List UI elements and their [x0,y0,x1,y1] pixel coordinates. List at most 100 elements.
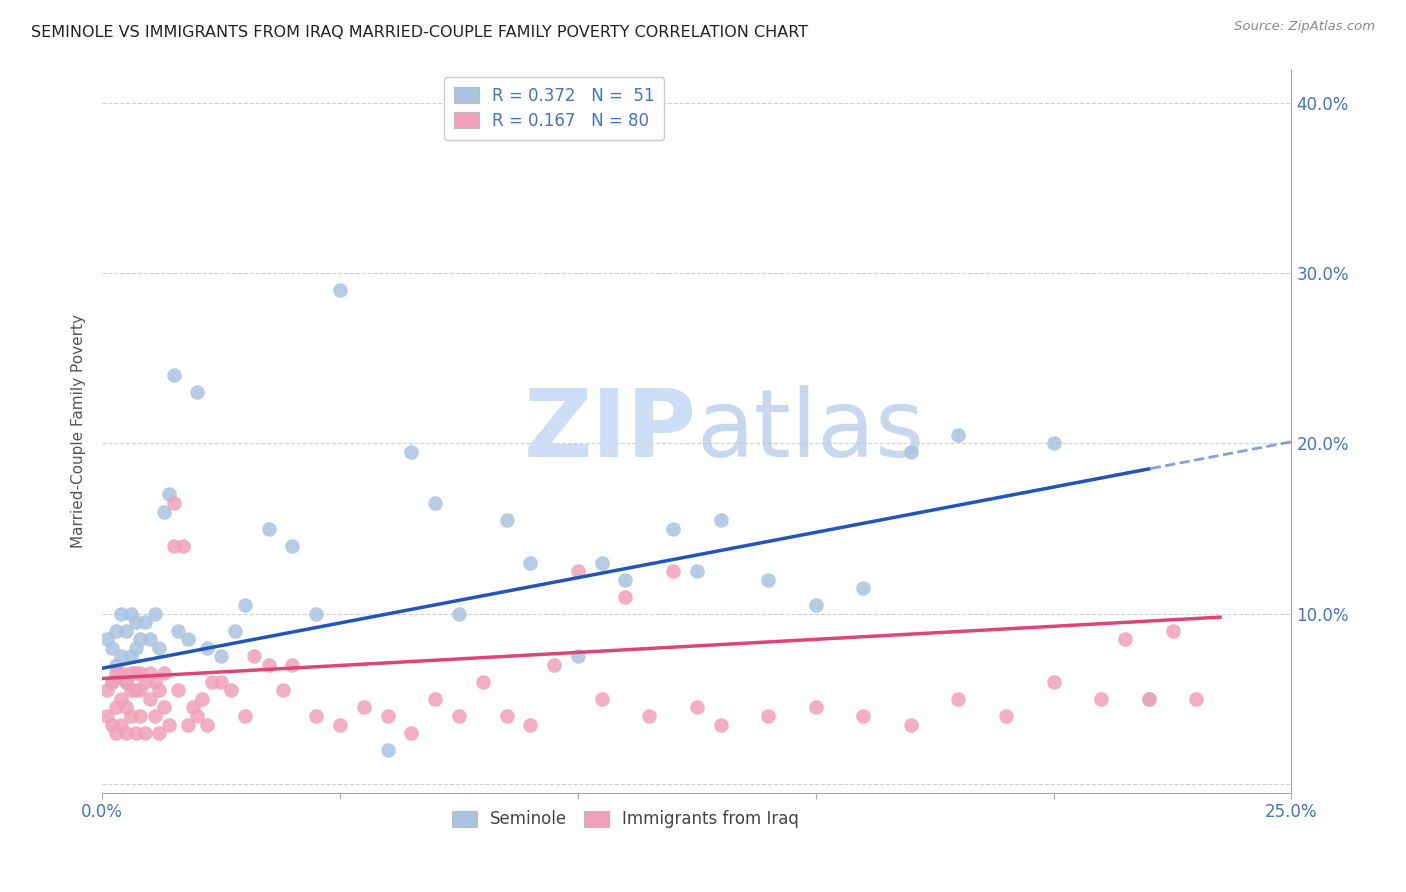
Legend: Seminole, Immigrants from Iraq: Seminole, Immigrants from Iraq [446,804,806,835]
Point [686,700,709,714]
Point [110,649,132,664]
Point [143,674,166,689]
Point [224,624,246,638]
Point [948,427,970,442]
Point [129,632,152,647]
Point [591,692,613,706]
Point [120,666,142,681]
Point [271,683,294,698]
Point [124,666,146,681]
Point [139,632,162,647]
Point [148,726,170,740]
Point [124,615,146,630]
Point [710,717,733,731]
Point [129,709,152,723]
Point [162,539,184,553]
Point [115,700,138,714]
Point [638,709,661,723]
Point [105,700,128,714]
Point [186,385,208,400]
Point [120,649,142,664]
Point [172,539,194,553]
Point [139,692,162,706]
Point [105,726,128,740]
Point [100,717,122,731]
Point [167,683,190,698]
Point [710,513,733,527]
Point [1090,692,1112,706]
Point [471,674,494,689]
Point [115,674,138,689]
Point [686,564,709,578]
Point [243,649,266,664]
Point [756,709,779,723]
Point [105,657,128,672]
Point [567,649,589,664]
Point [852,581,875,595]
Point [257,657,280,672]
Point [134,674,156,689]
Point [233,599,256,613]
Point [900,445,922,459]
Point [662,564,685,578]
Point [1114,632,1136,647]
Point [377,743,399,757]
Point [134,615,156,630]
Point [756,573,779,587]
Y-axis label: Married-Couple Family Poverty: Married-Couple Family Poverty [72,314,86,548]
Point [186,709,208,723]
Point [167,624,190,638]
Point [162,368,184,383]
Point [1042,674,1064,689]
Point [1185,692,1208,706]
Point [134,726,156,740]
Point [425,496,447,510]
Point [96,683,118,698]
Point [900,717,922,731]
Point [305,709,328,723]
Point [329,283,352,297]
Point [567,564,589,578]
Text: atlas: atlas [697,384,925,476]
Point [425,692,447,706]
Point [110,666,132,681]
Point [995,709,1018,723]
Point [305,607,328,621]
Point [148,640,170,655]
Point [591,556,613,570]
Point [124,640,146,655]
Point [948,692,970,706]
Point [447,709,470,723]
Point [110,692,132,706]
Point [143,709,166,723]
Point [96,709,118,723]
Point [120,683,142,698]
Point [162,496,184,510]
Point [96,632,118,647]
Point [1161,624,1184,638]
Point [495,709,517,723]
Point [157,717,180,731]
Point [129,666,152,681]
Point [804,599,827,613]
Point [143,607,166,621]
Text: ZIP: ZIP [524,384,697,476]
Point [139,666,162,681]
Point [100,674,122,689]
Point [209,674,232,689]
Point [257,522,280,536]
Text: SEMINOLE VS IMMIGRANTS FROM IRAQ MARRIED-COUPLE FAMILY POVERTY CORRELATION CHART: SEMINOLE VS IMMIGRANTS FROM IRAQ MARRIED… [31,25,808,40]
Point [177,717,200,731]
Point [543,657,565,672]
Point [148,683,170,698]
Point [201,674,224,689]
Point [519,717,541,731]
Point [662,522,685,536]
Point [209,649,232,664]
Point [377,709,399,723]
Point [115,624,138,638]
Point [281,539,304,553]
Point [614,590,637,604]
Point [124,726,146,740]
Point [401,445,423,459]
